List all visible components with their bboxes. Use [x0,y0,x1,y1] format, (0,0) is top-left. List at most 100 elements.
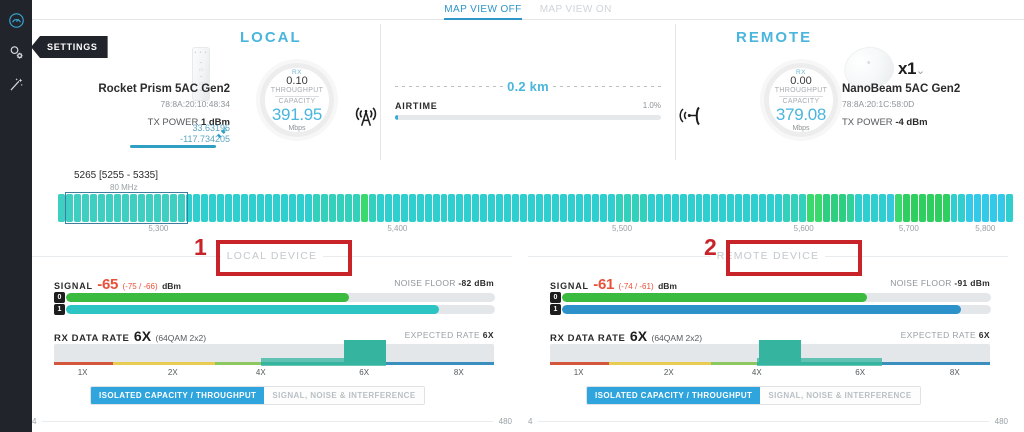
spectrum-bar[interactable] [520,194,528,222]
spectrum-bar[interactable] [137,194,145,222]
spectrum-bar[interactable] [169,194,177,222]
spectrum-bar[interactable] [536,194,544,222]
spectrum-bar[interactable] [560,194,567,222]
spectrum-bar[interactable] [225,194,233,222]
spectrum-bar[interactable] [432,194,440,222]
spectrum-bar[interactable] [575,194,583,222]
spectrum-bar[interactable] [894,194,902,222]
spectrum-bar[interactable] [58,194,65,222]
spectrum-bar[interactable] [918,194,926,222]
dashboard-icon[interactable] [0,4,32,36]
spectrum-bar[interactable] [990,194,998,222]
spectrum-bar[interactable] [512,194,520,222]
spectrum-bar[interactable] [815,194,822,222]
spectrum-bar[interactable] [703,194,711,222]
spectrum-bar[interactable] [65,194,73,222]
spectrum-bar[interactable] [105,194,113,222]
spectrum-bar[interactable] [297,194,305,222]
spectrum-bar[interactable] [942,194,950,222]
spectrum-bar[interactable] [544,194,552,222]
spectrum-bar[interactable] [320,194,328,222]
spectrum-bar[interactable] [496,194,504,222]
spectrum-bar[interactable] [552,194,560,222]
spectrum-bar[interactable] [313,194,320,222]
spectrum-bar[interactable] [966,194,974,222]
spectrum-bar[interactable] [241,194,249,222]
spectrum-bar[interactable] [719,194,727,222]
spectrum-bar[interactable] [281,194,289,222]
remote-device-count[interactable]: x1⌄ [898,59,925,79]
local-toggle-isolated-capacity[interactable]: ISOLATED CAPACITY / THROUGHPUT [91,387,265,404]
spectrum-bar[interactable] [265,194,273,222]
spectrum-bar[interactable] [838,194,846,222]
spectrum-bar[interactable] [886,194,894,222]
spectrum-bar[interactable] [368,194,376,222]
spectrum-bar[interactable] [145,194,153,222]
spectrum-bar[interactable] [360,194,368,222]
spectrum-bar[interactable] [958,194,966,222]
spectrum-bar[interactable] [472,194,480,222]
spectrum-bar[interactable] [583,194,591,222]
spectrum-bar[interactable] [767,194,775,222]
spectrum-bar[interactable] [695,194,703,222]
spectrum-bar[interactable] [878,194,886,222]
spectrum-bar[interactable] [464,194,472,222]
spectrum-bar[interactable] [113,194,121,222]
spectrum-bar[interactable] [870,194,878,222]
spectrum-bar[interactable] [647,194,655,222]
spectrum-bar[interactable] [328,194,336,222]
spectrum-bar[interactable] [440,194,448,222]
spectrum-bar[interactable] [862,194,870,222]
tab-map-view-off[interactable]: MAP VIEW OFF [444,0,522,20]
spectrum-bar[interactable] [679,194,687,222]
spectrum-bar[interactable] [352,194,360,222]
spectrum-bar[interactable] [209,194,217,222]
spectrum-bars[interactable] [58,194,1014,222]
wand-icon[interactable] [0,68,32,100]
spectrum-bar[interactable] [974,194,982,222]
spectrum-bar[interactable] [424,194,432,222]
spectrum-bar[interactable] [305,194,312,222]
spectrum-bar[interactable] [249,194,257,222]
remote-toggle-signal-noise[interactable]: SIGNAL, NOISE & INTERFERENCE [760,387,920,404]
spectrum-bar[interactable] [751,194,759,222]
spectrum-bar[interactable] [568,194,575,222]
spectrum-bar[interactable] [759,194,767,222]
spectrum-bar[interactable] [217,194,225,222]
spectrum-bar[interactable] [81,194,89,222]
spectrum-bar[interactable] [193,194,201,222]
spectrum-bar[interactable] [384,194,392,222]
spectrum-bar[interactable] [153,194,161,222]
spectrum-bar[interactable] [823,194,830,222]
spectrum-bar[interactable] [456,194,464,222]
spectrum-bar[interactable] [161,194,169,222]
spectrum-bar[interactable] [663,194,671,222]
spectrum-bar[interactable] [607,194,615,222]
tab-map-view-on[interactable]: MAP VIEW ON [540,0,612,18]
spectrum-bar[interactable] [807,194,815,222]
spectrum-bar[interactable] [201,194,209,222]
spectrum-bar[interactable] [854,194,862,222]
spectrum-bar[interactable] [488,194,496,222]
spectrum-bar[interactable] [480,194,488,222]
spectrum-bar[interactable] [727,194,735,222]
frequency-spectrum[interactable]: 5265 [5255 - 5335] 80 MHz 5,300 5,400 5,50… [32,170,1024,233]
spectrum-bar[interactable] [73,194,81,222]
local-toggle-signal-noise[interactable]: SIGNAL, NOISE & INTERFERENCE [264,387,424,404]
spectrum-bar[interactable] [775,194,783,222]
spectrum-bar[interactable] [504,194,512,222]
spectrum-bar[interactable] [289,194,297,222]
spectrum-bar[interactable] [639,194,647,222]
spectrum-bar[interactable] [623,194,631,222]
spectrum-bar[interactable] [392,194,400,222]
spectrum-bar[interactable] [416,194,424,222]
spectrum-bar[interactable] [830,194,838,222]
spectrum-bar[interactable] [631,194,639,222]
spectrum-bar[interactable] [735,194,743,222]
spectrum-bar[interactable] [599,194,607,222]
spectrum-bar[interactable] [591,194,599,222]
spectrum-bar[interactable] [934,194,942,222]
gear-icon[interactable] [0,36,32,68]
spectrum-bar[interactable] [615,194,623,222]
spectrum-bar[interactable] [528,194,536,222]
